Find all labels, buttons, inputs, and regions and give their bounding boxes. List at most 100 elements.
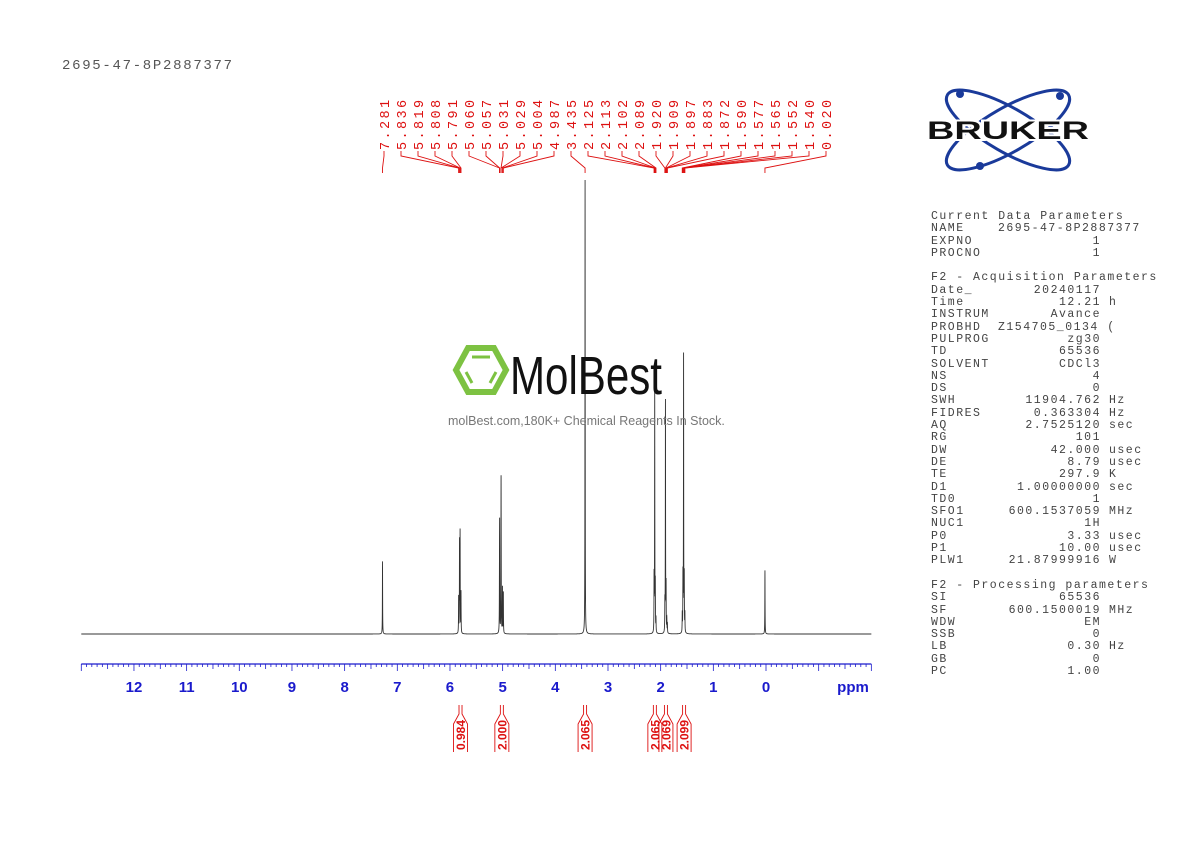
integral-bracket <box>647 705 663 752</box>
integral-bracket <box>676 705 692 752</box>
peak-label: 5.004 <box>532 97 547 150</box>
peak-label-connector <box>570 151 586 173</box>
parameter-value: CDCl3 <box>1058 357 1101 371</box>
integral-bracket <box>453 705 468 752</box>
parameter-name: PC <box>931 664 948 678</box>
peak-label: 1.590 <box>736 97 751 150</box>
parameter-section: F2 - Processing parameters SI 65536 SF 600.1… <box>931 579 1158 678</box>
parameter-unit: usec <box>1109 455 1143 469</box>
peak-label-connector <box>502 151 555 173</box>
parameter-name: NS <box>931 369 948 383</box>
peak-label-connector <box>655 151 666 173</box>
parameter-value: EM <box>1084 615 1101 629</box>
parameter-row: SOLVENT CDCl3 <box>931 357 1158 371</box>
tick-label: 7 <box>393 679 401 696</box>
parameter-value: Avance <box>1050 308 1101 322</box>
parameter-row: DE 8.79 usec <box>931 455 1158 469</box>
peak-label: 1.897 <box>685 97 700 150</box>
parameter-unit: K <box>1109 468 1118 482</box>
parameter-unit <box>1101 654 1109 666</box>
parameter-name: SOLVENT <box>931 357 990 371</box>
tick-label: 0 <box>762 679 770 696</box>
peak-label-connector <box>382 151 385 173</box>
parameter-name: SWH <box>931 394 957 408</box>
parameter-row: PROCNO 1 <box>931 246 1158 260</box>
parameter-name: WDW <box>931 615 957 629</box>
parameter-value: 600.1537059 <box>1008 505 1101 519</box>
peak-label-connector <box>468 151 500 173</box>
peak-label-connector <box>417 151 460 173</box>
peak-labels: 7.281 5.836 5.819 5.808 5.791 5.060 5.057 5.031… <box>379 97 836 173</box>
parameter-unit <box>1101 383 1109 395</box>
parameter-row: DS 0 <box>931 382 1158 396</box>
peak-label: 2.113 <box>600 97 615 150</box>
parameter-unit <box>1101 248 1109 260</box>
peak-label-connector <box>681 151 742 173</box>
parameter-row: Time 12.21 h <box>931 296 1158 310</box>
parameter-row: AQ 2.7525120 sec <box>931 419 1158 433</box>
parameter-name: AQ <box>931 419 948 433</box>
parameter-section: F2 - Acquisition Parameters Date_ 20240117… <box>931 272 1158 567</box>
parameter-unit: MHz <box>1109 505 1135 519</box>
parameter-value: 1 <box>1092 234 1101 248</box>
section-title: Current Data Parameters <box>931 210 1125 223</box>
parameter-name: SSB <box>931 628 957 642</box>
parameter-row: SWH 11904.762 Hz <box>931 394 1158 408</box>
peak-label: 5.819 <box>413 97 428 150</box>
parameter-value: 0.363304 <box>1033 406 1101 420</box>
parameter-value: 65536 <box>1058 591 1101 605</box>
peak-label-connector <box>500 151 521 173</box>
parameter-row: P0 3.33 usec <box>931 529 1158 543</box>
parameter-unit: usec <box>1109 529 1143 543</box>
parameter-name: Time <box>931 296 965 310</box>
parameter-value: 1 <box>1092 246 1101 260</box>
parameter-unit <box>1101 309 1109 321</box>
parameter-row: SSB 0 <box>931 628 1158 642</box>
parameter-row: FIDRES 0.363304 Hz <box>931 406 1158 420</box>
parameter-unit <box>1101 592 1109 604</box>
parameter-row: PC 1.00 <box>931 664 1158 678</box>
parameter-name: PROCNO <box>931 246 982 260</box>
peak-label-connector <box>621 151 656 173</box>
integral-value: 0.984 <box>454 720 468 750</box>
ppm-axis: 12 11 10 9 8 7 6 5 4 3 2 1 0 ppm <box>80 663 872 696</box>
parameter-name: SI <box>931 591 948 605</box>
parameter-name: P0 <box>931 529 948 543</box>
parameter-name: DE <box>931 455 948 469</box>
parameter-value: 11904.762 <box>1025 394 1101 408</box>
parameter-name: SFO1 <box>931 505 965 519</box>
peak-label-connector <box>665 151 674 173</box>
parameter-name: NAME <box>931 222 965 236</box>
parameter-value: 101 <box>1075 431 1101 445</box>
peak-label-connector <box>451 151 462 173</box>
parameter-value: 0 <box>1092 382 1101 396</box>
peak-label: 1.577 <box>753 97 768 150</box>
parameter-name: PLW1 <box>931 554 965 568</box>
parameter-unit <box>1101 371 1109 383</box>
tick-label: 3 <box>604 679 612 696</box>
parameter-value: 297.9 <box>1058 468 1101 482</box>
tick-label: 1 <box>709 679 717 696</box>
peak-label: 1.565 <box>770 97 785 150</box>
hexagon-icon <box>452 345 510 395</box>
peak-label: 0.020 <box>821 97 836 150</box>
peak-label: 2.089 <box>634 97 649 150</box>
parameter-name: RG <box>931 431 948 445</box>
parameter-row: SI 65536 <box>931 591 1158 605</box>
spectrum-trace <box>81 179 872 635</box>
parameter-value: 2.7525120 <box>1025 419 1101 433</box>
peak-label: 1.872 <box>719 97 734 150</box>
peak-label-connector <box>666 151 725 173</box>
parameter-row: RG 101 <box>931 431 1158 445</box>
peak-label-connector <box>764 151 827 173</box>
peak-label-connector <box>683 151 793 173</box>
parameter-value: 8.79 <box>1067 455 1101 469</box>
parameter-row: TD0 1 <box>931 493 1158 506</box>
tick-label: 2 <box>656 679 664 696</box>
parameter-value: 12.21 <box>1058 296 1101 310</box>
peak-label: 5.057 <box>481 97 496 150</box>
peak-label: 5.031 <box>498 97 513 150</box>
peak-label-connector <box>400 151 460 173</box>
parameter-unit: Hz <box>1109 406 1126 420</box>
axis-unit-label: ppm <box>837 679 869 696</box>
